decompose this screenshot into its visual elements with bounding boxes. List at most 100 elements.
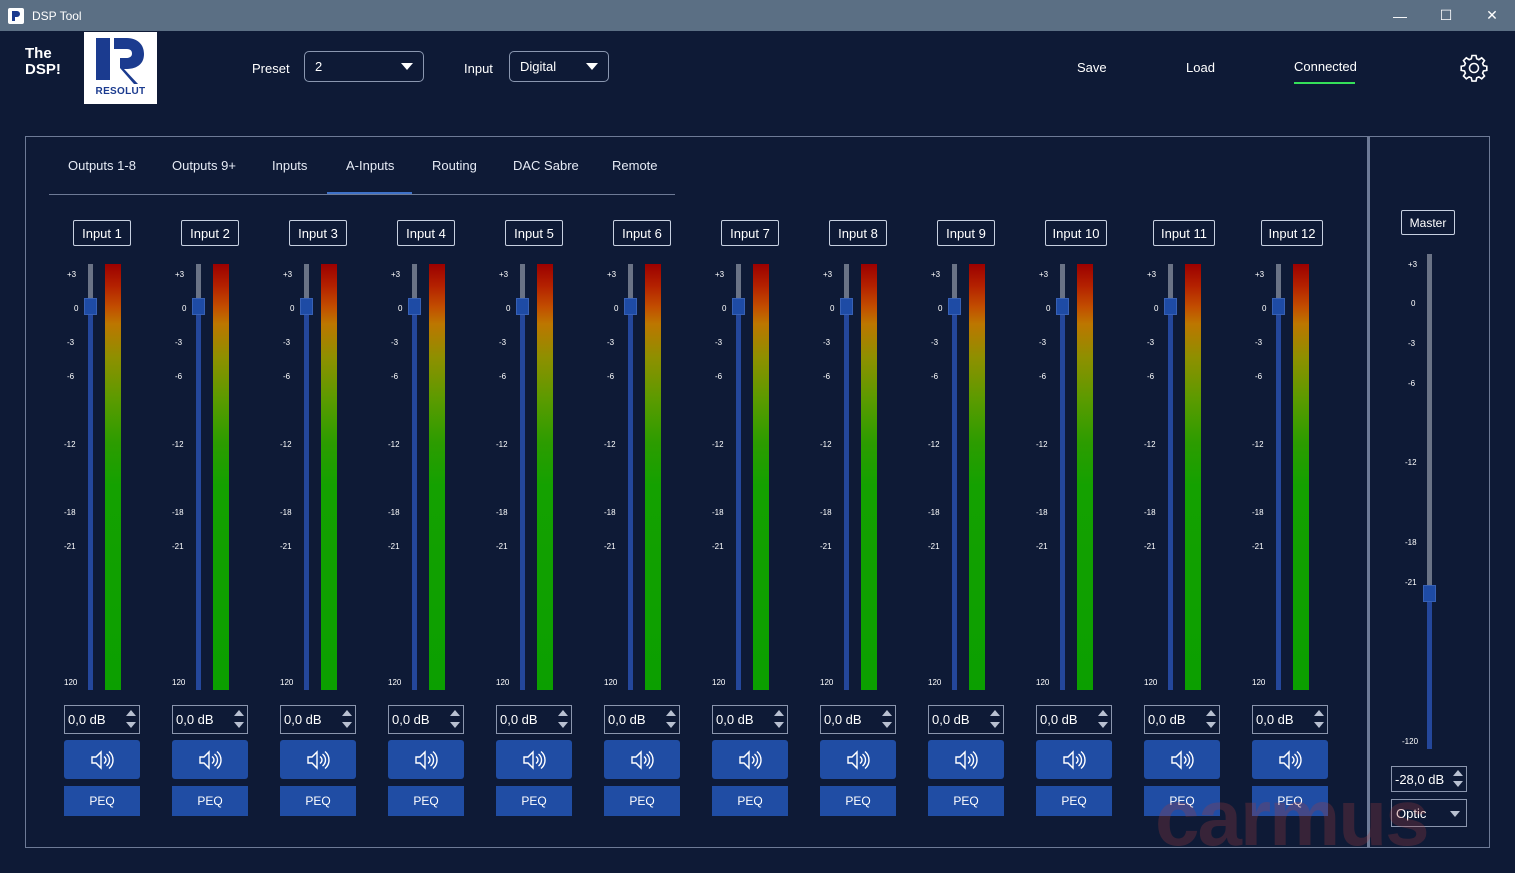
spin-down-icon[interactable] bbox=[990, 722, 1000, 728]
tab-remote[interactable]: Remote bbox=[612, 158, 658, 173]
fader-thumb[interactable] bbox=[300, 298, 313, 315]
peq-button[interactable]: PEQ bbox=[928, 786, 1004, 816]
tab-a-inputs[interactable]: A-Inputs bbox=[346, 158, 395, 173]
spin-up-icon[interactable] bbox=[126, 710, 136, 716]
gain-spinbox[interactable]: 0,0 dB bbox=[496, 705, 572, 734]
fader-track-upper bbox=[88, 264, 93, 300]
gain-spinbox[interactable]: 0,0 dB bbox=[280, 705, 356, 734]
spin-up-icon[interactable] bbox=[1098, 710, 1108, 716]
gain-spinbox[interactable]: 0,0 dB bbox=[172, 705, 248, 734]
master-fader-thumb[interactable] bbox=[1423, 585, 1436, 602]
spin-up-icon[interactable] bbox=[342, 710, 352, 716]
mute-button[interactable] bbox=[820, 740, 896, 779]
spin-up-icon[interactable] bbox=[1453, 770, 1463, 776]
gain-spinbox[interactable]: 0,0 dB bbox=[712, 705, 788, 734]
connection-status[interactable]: Connected bbox=[1294, 59, 1357, 74]
mute-button[interactable] bbox=[388, 740, 464, 779]
mute-button[interactable] bbox=[604, 740, 680, 779]
master-gain-spinbox[interactable]: -28,0 dB bbox=[1391, 766, 1467, 792]
save-button[interactable]: Save bbox=[1077, 60, 1107, 75]
fader-thumb[interactable] bbox=[1164, 298, 1177, 315]
fader-thumb[interactable] bbox=[192, 298, 205, 315]
spin-down-icon[interactable] bbox=[558, 722, 568, 728]
gain-spinbox[interactable]: 0,0 dB bbox=[1144, 705, 1220, 734]
mute-button[interactable] bbox=[64, 740, 140, 779]
scale-mark: +3 bbox=[715, 270, 725, 279]
peq-button[interactable]: PEQ bbox=[172, 786, 248, 816]
fader-thumb[interactable] bbox=[948, 298, 961, 315]
spin-down-icon[interactable] bbox=[1206, 722, 1216, 728]
spin-up-icon[interactable] bbox=[882, 710, 892, 716]
peq-button[interactable]: PEQ bbox=[1036, 786, 1112, 816]
gain-spinbox[interactable]: 0,0 dB bbox=[928, 705, 1004, 734]
spin-up-icon[interactable] bbox=[234, 710, 244, 716]
tab-routing[interactable]: Routing bbox=[432, 158, 477, 173]
spin-up-icon[interactable] bbox=[450, 710, 460, 716]
spin-up-icon[interactable] bbox=[1206, 710, 1216, 716]
peq-button[interactable]: PEQ bbox=[1144, 786, 1220, 816]
fader-thumb[interactable] bbox=[1056, 298, 1069, 315]
spin-down-icon[interactable] bbox=[882, 722, 892, 728]
fader-thumb[interactable] bbox=[408, 298, 421, 315]
spin-down-icon[interactable] bbox=[1453, 781, 1463, 787]
mute-button[interactable] bbox=[712, 740, 788, 779]
maximize-button[interactable]: ☐ bbox=[1439, 7, 1453, 23]
level-meter bbox=[105, 264, 121, 690]
input-select[interactable]: Digital bbox=[509, 51, 609, 82]
spin-down-icon[interactable] bbox=[126, 722, 136, 728]
peq-button[interactable]: PEQ bbox=[496, 786, 572, 816]
spin-down-icon[interactable] bbox=[450, 722, 460, 728]
peq-button[interactable]: PEQ bbox=[388, 786, 464, 816]
gain-spinbox[interactable]: 0,0 dB bbox=[820, 705, 896, 734]
fader-thumb[interactable] bbox=[516, 298, 529, 315]
tab-dac-sabre[interactable]: DAC Sabre bbox=[513, 158, 579, 173]
tab-inputs[interactable]: Inputs bbox=[272, 158, 308, 173]
tab-outputs-1-8[interactable]: Outputs 1-8 bbox=[68, 158, 136, 173]
fader-thumb[interactable] bbox=[840, 298, 853, 315]
spin-down-icon[interactable] bbox=[666, 722, 676, 728]
gain-spinbox[interactable]: 0,0 dB bbox=[388, 705, 464, 734]
mute-button[interactable] bbox=[1036, 740, 1112, 779]
logo-text: RESOLUT bbox=[95, 86, 146, 97]
spin-down-icon[interactable] bbox=[1098, 722, 1108, 728]
peq-button[interactable]: PEQ bbox=[280, 786, 356, 816]
mute-button[interactable] bbox=[496, 740, 572, 779]
fader-thumb[interactable] bbox=[84, 298, 97, 315]
mute-button[interactable] bbox=[1144, 740, 1220, 779]
level-meter bbox=[753, 264, 769, 690]
spin-down-icon[interactable] bbox=[342, 722, 352, 728]
fader-thumb[interactable] bbox=[1272, 298, 1285, 315]
peq-button[interactable]: PEQ bbox=[820, 786, 896, 816]
peq-button[interactable]: PEQ bbox=[64, 786, 140, 816]
peq-button[interactable]: PEQ bbox=[1252, 786, 1328, 816]
spin-up-icon[interactable] bbox=[558, 710, 568, 716]
master-source-select[interactable]: Optic bbox=[1391, 799, 1467, 827]
fader-thumb[interactable] bbox=[624, 298, 637, 315]
gain-spinbox[interactable]: 0,0 dB bbox=[1036, 705, 1112, 734]
gain-spinbox[interactable]: 0,0 dB bbox=[64, 705, 140, 734]
spin-down-icon[interactable] bbox=[1314, 722, 1324, 728]
scale-mark: -18 bbox=[280, 508, 292, 517]
close-button[interactable]: ✕ bbox=[1486, 7, 1498, 23]
load-button[interactable]: Load bbox=[1186, 60, 1215, 75]
mute-button[interactable] bbox=[1252, 740, 1328, 779]
mute-button[interactable] bbox=[172, 740, 248, 779]
minimize-button[interactable]: — bbox=[1393, 7, 1407, 24]
spin-down-icon[interactable] bbox=[774, 722, 784, 728]
spin-up-icon[interactable] bbox=[990, 710, 1000, 716]
peq-button[interactable]: PEQ bbox=[604, 786, 680, 816]
spin-down-icon[interactable] bbox=[234, 722, 244, 728]
spin-up-icon[interactable] bbox=[666, 710, 676, 716]
mute-button[interactable] bbox=[928, 740, 1004, 779]
tab-outputs-9[interactable]: Outputs 9+ bbox=[172, 158, 236, 173]
peq-button[interactable]: PEQ bbox=[712, 786, 788, 816]
scale-mark: +3 bbox=[607, 270, 617, 279]
fader-thumb[interactable] bbox=[732, 298, 745, 315]
gear-icon[interactable] bbox=[1459, 53, 1489, 83]
preset-select[interactable]: 2 bbox=[304, 51, 424, 82]
gain-spinbox[interactable]: 0,0 dB bbox=[604, 705, 680, 734]
mute-button[interactable] bbox=[280, 740, 356, 779]
gain-spinbox[interactable]: 0,0 dB bbox=[1252, 705, 1328, 734]
spin-up-icon[interactable] bbox=[1314, 710, 1324, 716]
spin-up-icon[interactable] bbox=[774, 710, 784, 716]
